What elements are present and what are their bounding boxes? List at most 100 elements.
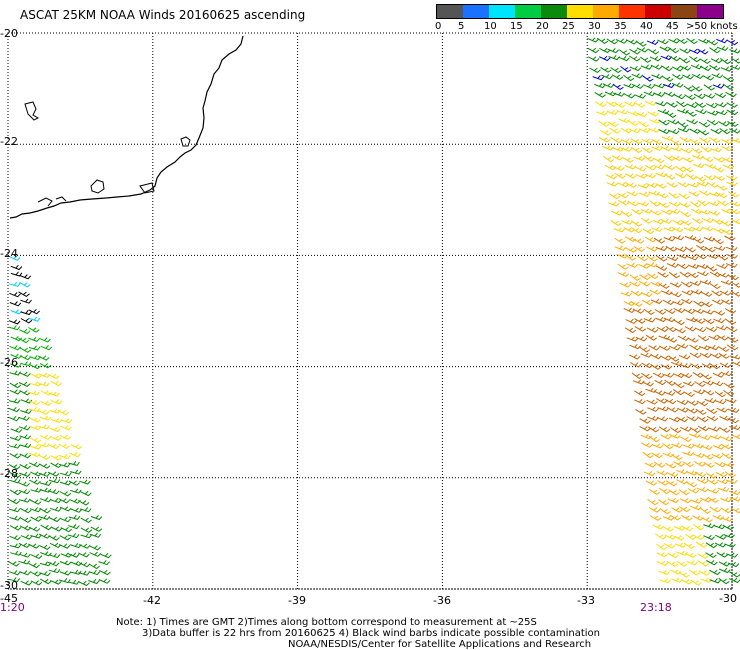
wind-barb (39, 337, 51, 343)
wind-barb (658, 499, 670, 506)
wind-barb (39, 544, 51, 551)
wind-barb (20, 534, 33, 540)
wind-barb (20, 408, 32, 414)
wind-barb (617, 181, 630, 188)
wind-barb (59, 454, 71, 460)
wind-barb (680, 210, 692, 218)
wind-barb (713, 310, 726, 316)
wind-barb (713, 166, 725, 173)
wind-barb (59, 480, 72, 486)
wind-barb (78, 580, 90, 587)
wind-barb (631, 73, 644, 79)
wind-barb (629, 48, 641, 55)
wind-barb (627, 200, 639, 207)
wind-barb (661, 135, 674, 141)
wind-barb (672, 372, 685, 379)
wind-barb (649, 56, 662, 62)
wind-barb (709, 47, 721, 54)
lat-label: -28 (0, 467, 18, 480)
wind-barb (88, 569, 101, 576)
wind-barb (648, 426, 660, 433)
wind-barb (678, 57, 691, 64)
wind-barb (667, 46, 680, 54)
wind-barb (28, 461, 41, 468)
wind-barb (59, 506, 72, 512)
wind-barb (702, 309, 714, 315)
wind-barb (716, 407, 729, 413)
wind-barb (619, 282, 632, 288)
wind-barb (706, 110, 719, 116)
lon-label: -42 (143, 594, 161, 607)
wind-barb (623, 93, 636, 99)
wind-barb (646, 399, 658, 405)
wind-barb (655, 182, 667, 189)
wind-barb (690, 505, 702, 511)
wind-barb (700, 373, 712, 380)
wind-barb (37, 409, 50, 415)
wind-barb (699, 345, 711, 351)
wind-barb (49, 542, 62, 548)
wind-barb (701, 301, 713, 308)
wind-barb (648, 435, 660, 443)
wind-barb (704, 397, 717, 404)
wind-barb (77, 500, 90, 506)
wind-barb (620, 210, 633, 218)
wind-barb (728, 577, 740, 584)
wind-barb (663, 164, 676, 171)
wind-barb (699, 435, 711, 441)
wind-barb (697, 48, 709, 55)
wind-barb (620, 66, 632, 73)
wind-barb (20, 580, 33, 586)
wind-barb (611, 74, 624, 80)
wind-barb (598, 136, 611, 143)
wind-barb (670, 282, 682, 288)
wind-barb (678, 489, 690, 496)
wind-barb (29, 425, 42, 431)
wind-barb (19, 507, 32, 514)
wind-barb (663, 390, 676, 396)
wind-barb (666, 255, 679, 262)
wind-barb (668, 489, 680, 496)
wind-barb (629, 55, 641, 62)
wind-barb (665, 337, 678, 343)
wind-barb (726, 39, 739, 46)
wind-barb (612, 83, 624, 91)
wind-barb (671, 454, 683, 461)
wind-barb (714, 399, 727, 405)
wind-barb (726, 253, 738, 259)
wind-barb (662, 299, 675, 306)
wind-barb (712, 299, 724, 305)
wind-barb (729, 496, 740, 502)
wind-barb (702, 453, 714, 460)
wind-barb (67, 533, 80, 539)
wind-barb (78, 552, 90, 558)
wind-barb (59, 517, 72, 523)
wind-barb (19, 354, 32, 361)
wind-barb (730, 218, 740, 225)
wind-barb (721, 229, 734, 235)
wind-barb (679, 65, 692, 71)
wind-barb (718, 352, 730, 359)
wind-barb (672, 235, 685, 241)
wind-barb (653, 164, 665, 170)
wind-barb (719, 57, 732, 65)
lat-label: -26 (0, 356, 18, 369)
wind-barb (671, 442, 683, 448)
wind-barb (60, 527, 73, 533)
wind-barb (620, 291, 633, 297)
wind-barb (656, 255, 668, 262)
wind-barb (707, 496, 719, 503)
wind-barb (9, 382, 22, 389)
wind-barb (10, 550, 22, 556)
wind-barb (617, 192, 629, 199)
wind-barb (700, 497, 712, 503)
wind-barb (706, 119, 719, 126)
wind-barb (695, 408, 707, 416)
wind-barb (645, 480, 658, 486)
legend-swatch (645, 5, 671, 18)
wind-barb (29, 363, 41, 370)
wind-barb (40, 524, 53, 531)
wind-barb (678, 193, 690, 200)
wind-barb (720, 279, 733, 285)
wind-barb (690, 498, 702, 504)
